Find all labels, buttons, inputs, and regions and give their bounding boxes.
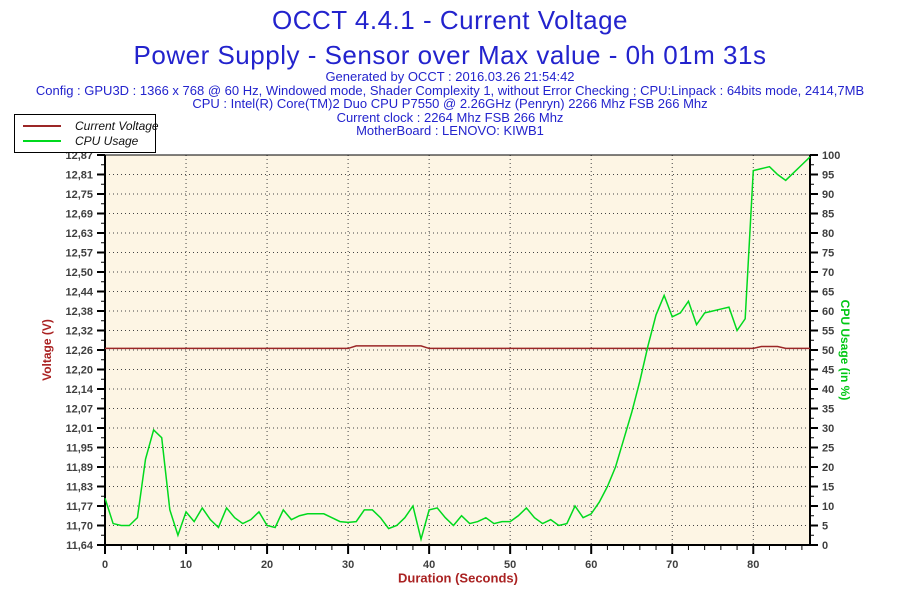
cpu-usage-line-swatch-icon: [23, 139, 61, 142]
x-tick-label: 80: [747, 559, 759, 571]
y-left-tick-label: 11,64: [66, 540, 94, 552]
y-left-tick-label: 12,26: [65, 345, 93, 357]
y-left-tick-label: 12,50: [65, 267, 93, 279]
y-left-tick-label: 11,77: [66, 501, 93, 513]
y-right-tick-label: 100: [822, 150, 840, 162]
motherboard-line: MotherBoard : LENOVO: KIWB1: [356, 123, 544, 138]
y-right-tick-label: 45: [822, 365, 834, 377]
x-tick-label: 0: [102, 559, 108, 571]
y-right-tick-label: 50: [822, 345, 834, 357]
page-title: OCCT 4.4.1 - Current Voltage: [271, 5, 628, 35]
y-axis-title-voltage: Voltage (V): [40, 319, 54, 381]
y-right-tick-label: 35: [822, 404, 834, 416]
y-right-tick-label: 95: [822, 170, 834, 182]
y-axis-title-cpu-usage: CPU Usage (in %): [838, 299, 852, 401]
current-clock-line: Current clock : 2264 Mhz FSB 266 Mhz: [336, 109, 564, 125]
x-axis-title-duration: Duration (Seconds): [398, 570, 518, 586]
legend-label-cpu-usage: CPU Usage: [75, 133, 139, 148]
y-left-tick-label: 12,44: [65, 287, 93, 299]
y-left-tick-label: 11,83: [66, 482, 93, 494]
y-right-tick-label: 25: [822, 443, 834, 455]
y-left-tick-label: 12,63: [65, 228, 93, 240]
y-left-tick-label: 12,07: [65, 404, 93, 416]
y-right-tick-label: 20: [822, 462, 834, 474]
x-tick-label: 10: [180, 559, 192, 571]
y-right-tick-label: 0: [822, 540, 828, 552]
y-left-tick-label: 12,20: [65, 365, 93, 377]
y-left-tick-label: 12,01: [65, 423, 93, 435]
y-left-tick-label: 11,70: [66, 521, 93, 533]
y-left-tick-label: 12,75: [65, 189, 93, 201]
y-right-tick-label: 65: [822, 287, 834, 299]
y-left-tick-label: 12,38: [65, 306, 93, 318]
y-right-tick-label: 10: [822, 501, 834, 513]
y-right-tick-label: 5: [822, 521, 828, 533]
page-subtitle: Power Supply - Sensor over Max value - 0…: [133, 40, 767, 70]
generated-line: Generated by OCCT : 2016.03.26 21:54:42: [325, 69, 575, 84]
y-right-tick-label: 85: [822, 209, 834, 221]
chart-legend: Current Voltage CPU Usage: [14, 114, 159, 153]
chart-header: OCCT 4.4.1 - Current Voltage Power Suppl…: [0, 0, 900, 138]
y-right-tick-label: 80: [822, 228, 834, 240]
x-tick-label: 60: [585, 559, 597, 571]
y-right-tick-label: 60: [822, 306, 834, 318]
y-right-tick-label: 90: [822, 189, 834, 201]
y-left-tick-label: 12,14: [65, 384, 93, 396]
y-left-tick-label: 11,89: [66, 462, 93, 474]
y-right-tick-label: 70: [822, 267, 834, 279]
y-left-tick-label: 11,95: [66, 443, 93, 455]
x-tick-label: 20: [261, 559, 273, 571]
y-right-tick-label: 40: [822, 384, 834, 396]
legend-item-current-voltage: Current Voltage: [15, 118, 159, 133]
x-tick-label: 50: [504, 559, 516, 571]
voltage-line-swatch-icon: [23, 124, 61, 127]
voltage-line: [105, 345, 810, 350]
cpu-info-line: CPU : Intel(R) Core(TM)2 Duo CPU P7550 @…: [192, 96, 708, 111]
y-left-tick-label: 12,57: [65, 248, 93, 260]
y-right-tick-label: 75: [822, 248, 834, 260]
cpu-usage-line: [104, 156, 811, 543]
y-left-tick-label: 12,81: [65, 170, 93, 182]
y-right-tick-label: 30: [822, 423, 834, 435]
y-right-tick-label: 55: [822, 326, 834, 338]
y-right-tick-label: 15: [822, 482, 834, 494]
x-tick-label: 30: [342, 559, 354, 571]
y-left-tick-label: 12,69: [65, 209, 93, 221]
y-left-tick-label: 12,87: [65, 150, 93, 162]
y-left-tick-label: 12,32: [65, 326, 93, 338]
legend-item-cpu-usage: CPU Usage: [15, 133, 155, 148]
config-line: Config : GPU3D : 1366 x 768 @ 60 Hz, Win…: [35, 82, 865, 98]
x-tick-label: 70: [666, 559, 678, 571]
x-tick-label: 40: [423, 559, 435, 571]
legend-label-current-voltage: Current Voltage: [75, 118, 159, 133]
